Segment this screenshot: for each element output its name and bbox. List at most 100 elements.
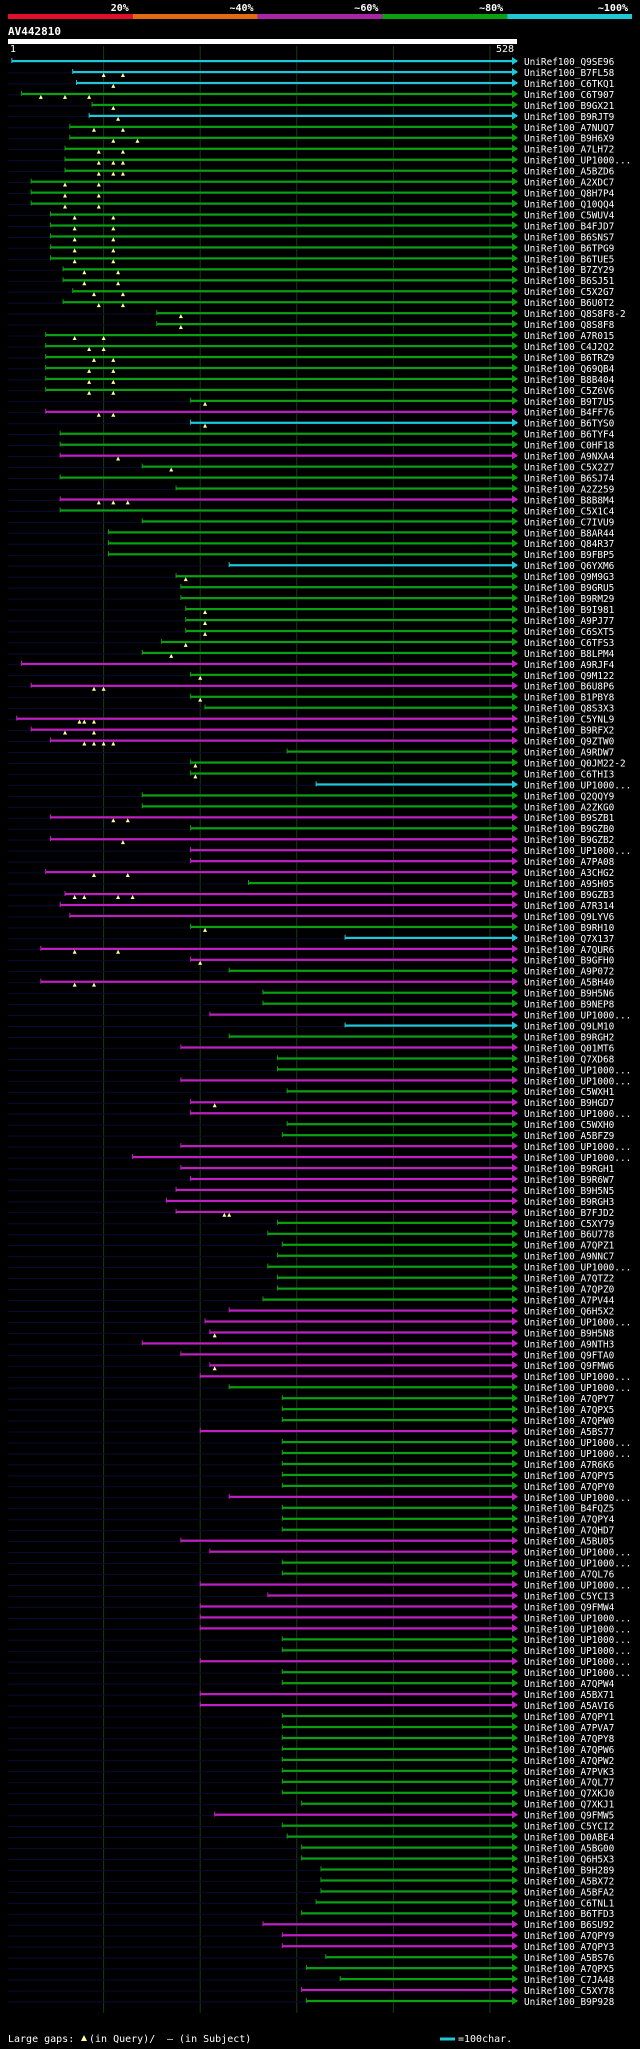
hit-bar: [267, 1594, 517, 1597]
hit-label: UniRef100_A7PVA7: [524, 1723, 614, 1734]
hit-arrow-icon: [512, 1580, 518, 1589]
gap-marker-icon: [62, 182, 67, 187]
scale-label: =100char.: [458, 2034, 512, 2045]
gap-marker-icon: [96, 182, 101, 187]
hit-bar: [306, 1967, 517, 1970]
hit-arrow-icon: [512, 736, 518, 745]
hit-bar: [63, 279, 517, 282]
gap-marker-icon: [87, 368, 92, 373]
hit-arrow-icon: [512, 287, 518, 296]
hit-arrow-icon: [512, 254, 518, 263]
hit-arrow-icon: [512, 1690, 518, 1699]
hit-arrow-icon: [512, 1163, 518, 1172]
hit-label: UniRef100_Q8S8F8-2: [524, 309, 626, 320]
hit-label: UniRef100_B9SZB1: [524, 813, 615, 824]
hit-arrow-icon: [512, 824, 518, 833]
hit-bar: [277, 1254, 517, 1257]
hit-arrow-icon: [512, 1196, 518, 1205]
hit-arrow-icon: [512, 265, 518, 274]
hit-label: UniRef100_B8B8M4: [524, 495, 615, 506]
hit-label: UniRef100_B9R6W7: [524, 1175, 614, 1186]
hit-arrow-icon: [512, 1174, 518, 1183]
hit-arrow-icon: [512, 681, 518, 690]
hit-bar: [60, 903, 517, 907]
hit-bar: [262, 1923, 517, 1926]
hit-label: UniRef100_UP1000...: [524, 1438, 631, 1449]
hit-bar: [176, 1188, 517, 1192]
gap-marker-icon: [96, 204, 101, 209]
hit-label: UniRef100_A2XDC7: [524, 178, 614, 189]
hit-arrow-icon: [512, 703, 518, 712]
hit-arrow-icon: [512, 659, 518, 668]
hit-bar: [132, 1156, 517, 1159]
hit-bar: [50, 213, 517, 216]
hit-arrow-icon: [512, 835, 518, 844]
hit-bar: [180, 1353, 517, 1356]
gap-marker-icon: [125, 818, 130, 823]
gap-marker-icon: [87, 379, 92, 384]
legend-segment: [8, 14, 133, 19]
hit-arrow-icon: [512, 670, 518, 679]
hit-bar: [142, 794, 517, 797]
hit-arrow-icon: [512, 385, 518, 394]
hit-bar: [60, 432, 517, 435]
hit-arrow-icon: [512, 561, 518, 570]
hit-label: UniRef100_A7PV44: [524, 1295, 615, 1306]
gap-marker-icon: [125, 873, 130, 878]
hit-bar: [108, 542, 517, 545]
hit-label: UniRef100_B8AR44: [524, 528, 615, 539]
legend-label: ~40%: [230, 3, 254, 14]
gap-marker-icon: [62, 204, 67, 209]
gap-marker-icon: [101, 741, 106, 746]
large-gaps-label: Large gaps:: [8, 2034, 74, 2045]
hit-arrow-icon: [512, 1372, 518, 1381]
hit-label: UniRef100_A7PA08: [524, 857, 615, 868]
hit-label: UniRef100_A7QPZ0: [524, 1285, 615, 1296]
gap-marker-icon: [96, 412, 101, 417]
hit-bar: [166, 1199, 517, 1203]
hit-bar: [301, 1802, 517, 1805]
gap-marker-icon: [91, 686, 96, 691]
hit-label: UniRef100_UP1000...: [524, 1548, 631, 1559]
hit-label: UniRef100_A9PJ77: [524, 616, 614, 627]
hit-label: UniRef100_A7QPW4: [524, 1679, 615, 1690]
hit-bar: [282, 1945, 517, 1948]
hit-bar: [248, 882, 518, 885]
hit-label: UniRef100_Q8H7P4: [524, 189, 615, 200]
gap-marker-icon: [91, 873, 96, 878]
hit-arrow-icon: [512, 758, 518, 767]
hit-label: UniRef100_A7QPY7: [524, 1394, 614, 1405]
hit-bar: [142, 520, 517, 523]
hit-arrow-icon: [512, 1492, 518, 1501]
hit-arrow-icon: [512, 1525, 518, 1534]
hit-arrow-icon: [512, 1701, 518, 1709]
hit-label: UniRef100_C5YCI3: [524, 1591, 614, 1602]
hit-label: UniRef100_A7PVK3: [524, 1767, 614, 1778]
hit-arrow-icon: [512, 1087, 518, 1096]
gap-marker-icon: [120, 171, 125, 176]
hit-arrow-icon: [512, 879, 518, 887]
hit-bar: [45, 388, 517, 391]
gap-marker-icon: [82, 281, 87, 286]
hit-bar: [60, 498, 517, 501]
hit-bar: [190, 772, 517, 775]
hit-label: UniRef100_B6U778: [524, 1230, 615, 1241]
hit-arrow-icon: [512, 1229, 518, 1238]
hit-arrow-icon: [512, 999, 518, 1008]
hit-label: UniRef100_B6SU92: [524, 1920, 614, 1931]
gap-marker-icon: [111, 412, 116, 417]
hit-arrow-icon: [512, 813, 518, 822]
hit-arrow-icon: [512, 1996, 518, 2005]
hit-bar: [60, 509, 517, 512]
hit-label: UniRef100_C4J2Q2: [524, 342, 614, 353]
gap-marker-icon: [96, 500, 101, 505]
hit-label: UniRef100_B6TFD3: [524, 1909, 614, 1920]
hit-bar: [282, 1484, 517, 1487]
hit-bar: [190, 925, 517, 929]
gap-marker-icon: [82, 894, 87, 899]
gap-marker-icon: [72, 949, 77, 954]
hit-bar: [229, 564, 517, 567]
hit-label: UniRef100_B8B404: [524, 375, 615, 386]
hit-label: UniRef100_Q8S3X3: [524, 704, 614, 715]
hit-bar: [176, 575, 517, 578]
